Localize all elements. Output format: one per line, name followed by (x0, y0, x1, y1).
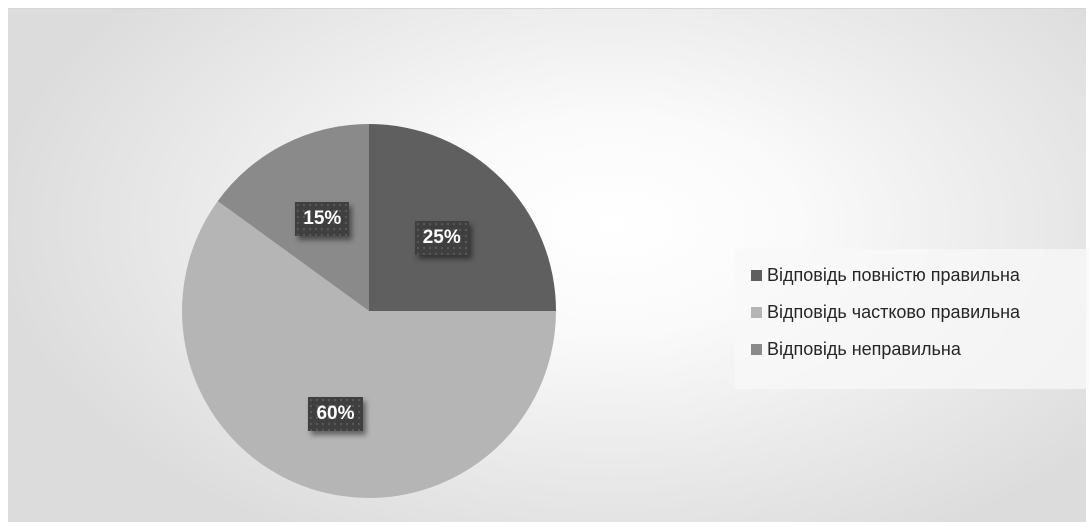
legend-item: Відповідь неправильна (751, 331, 1089, 368)
pie-slice (182, 201, 557, 498)
legend: Відповідь повністю правильна Відповідь ч… (735, 249, 1089, 389)
data-label: 60% (308, 397, 363, 432)
pie-slice (217, 124, 369, 311)
legend-swatch (751, 270, 762, 281)
data-label: 25% (414, 221, 469, 256)
pie-chart (182, 124, 557, 498)
pie-slice (369, 124, 556, 311)
legend-item: Відповідь частково правильна (751, 294, 1089, 331)
legend-label: Відповідь повністю правильна (767, 265, 1020, 285)
legend-label: Відповідь неправильна (767, 339, 961, 359)
data-label: 15% (295, 202, 350, 237)
legend-swatch (751, 307, 762, 318)
legend-swatch (751, 344, 762, 355)
legend-item: Відповідь повністю правильна (751, 257, 1089, 294)
chart-area: 25% 60% 15% Відповідь повністю правильна В… (8, 8, 1089, 522)
legend-label: Відповідь частково правильна (767, 302, 1021, 322)
